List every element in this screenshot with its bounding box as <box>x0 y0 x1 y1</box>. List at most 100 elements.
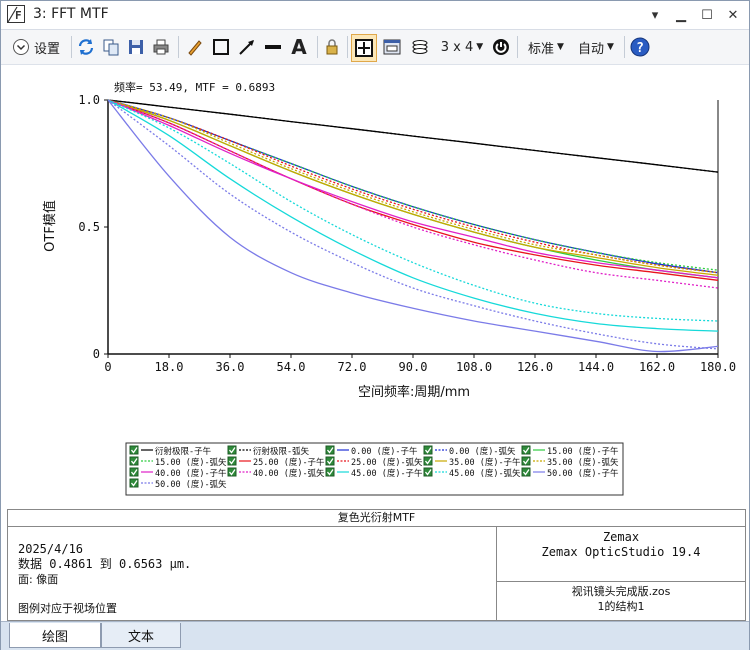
layout-dropdown[interactable]: 3 x 4 ▼ <box>437 34 487 60</box>
check-icon <box>130 480 138 487</box>
auto-label: 自动 <box>578 41 605 57</box>
legend-label: 25.00 (度)-子午 <box>253 457 325 468</box>
check-icon <box>228 469 236 476</box>
minimize-button[interactable]: ▁ <box>676 7 686 23</box>
info-date: 2025/4/16 <box>18 542 84 556</box>
info-product: Zemax OpticStudio 19.4 <box>541 545 701 559</box>
legend-checkbox-icon <box>423 467 433 477</box>
text-icon[interactable]: A <box>291 35 307 59</box>
legend-checkbox-icon <box>129 445 139 455</box>
cursor-readout: 频率= 53.49, MTF = 0.6893 <box>114 80 275 94</box>
maximize-button[interactable]: ☐ <box>701 7 713 23</box>
window-title: 3: FFT MTF <box>33 6 109 22</box>
legend-checkbox-icon <box>423 445 433 455</box>
power-icon[interactable] <box>490 34 512 60</box>
copy-icon[interactable] <box>100 34 122 60</box>
info-box: 复色光衍射MTF 2025/4/16 数据 0.4861 到 0.6563 μm… <box>7 509 746 621</box>
series-line-3 <box>107 99 719 274</box>
print-icon[interactable] <box>150 34 172 60</box>
legend-label: 衍射极限-弧矢 <box>253 446 310 457</box>
grid-toggle-icon[interactable] <box>351 34 377 62</box>
plot-area[interactable]: 频率= 53.49, MTF = 0.6893 0 18.0 36.0 54.0 72.… <box>2 65 748 509</box>
info-data-range: 数据 0.4861 到 0.6563 μm. <box>18 557 192 571</box>
info-legend-note: 图例对应于视场位置 <box>18 602 117 615</box>
auto-dropdown[interactable]: 自动 ▼ <box>573 34 619 60</box>
settings-button[interactable]: 设置 <box>7 34 65 60</box>
x-tick-label: 36.0 <box>216 360 245 374</box>
check-icon <box>424 447 432 454</box>
line-icon[interactable] <box>262 34 284 60</box>
check-icon <box>326 469 334 476</box>
refresh-icon[interactable] <box>75 34 97 60</box>
check-icon <box>424 469 432 476</box>
arrow-icon[interactable] <box>236 34 258 60</box>
x-tick-label: 162.0 <box>639 360 675 374</box>
check-icon <box>130 458 138 465</box>
legend-checkbox-icon <box>129 456 139 466</box>
help-icon[interactable]: ? <box>629 34 651 60</box>
dropdown-arrow-icon: ▼ <box>476 42 484 52</box>
info-surface: 面: 像面 <box>18 573 59 586</box>
app-logo-icon: F <box>7 5 25 23</box>
legend-label: 35.00 (度)-弧矢 <box>547 457 619 468</box>
legend: 衍射极限-子午 衍射极限-弧矢 0.00 (度)-子午 0.00 (度)-弧矢 15.0… <box>125 442 624 496</box>
series-line-6 <box>107 99 719 281</box>
legend-label: 50.00 (度)-弧矢 <box>155 479 227 490</box>
save-icon[interactable] <box>125 34 147 60</box>
window-layout-icon[interactable] <box>381 34 403 60</box>
pencil-icon[interactable] <box>184 34 206 60</box>
series-line-7 <box>107 99 719 274</box>
rectangle-icon[interactable] <box>210 34 232 60</box>
legend-box <box>125 442 624 496</box>
series-line-5 <box>107 99 719 271</box>
legend-checkbox-icon <box>423 456 433 466</box>
dropdown-arrow-icon: ▼ <box>607 42 614 52</box>
x-tick-label: 18.0 <box>155 360 184 374</box>
info-config: 1的结构1 <box>597 600 645 613</box>
legend-label: 0.00 (度)-子午 <box>351 446 418 457</box>
pin-icon[interactable]: ▾ <box>651 7 659 23</box>
tab-bar: 绘图 文本 <box>1 621 749 650</box>
stack-icon[interactable] <box>409 34 431 60</box>
legend-label: 45.00 (度)-弧矢 <box>449 468 521 479</box>
legend-label: 35.00 (度)-子午 <box>449 457 521 468</box>
legend-label: 衍射极限-子午 <box>155 446 212 457</box>
check-icon <box>522 458 530 465</box>
legend-label: 40.00 (度)-弧矢 <box>253 468 325 479</box>
check-icon <box>130 447 138 454</box>
legend-label: 40.00 (度)-子午 <box>155 468 227 479</box>
tab-text[interactable]: 文本 <box>101 623 181 648</box>
check-icon <box>424 458 432 465</box>
settings-label: 设置 <box>33 41 60 57</box>
check-icon <box>130 469 138 476</box>
check-icon <box>326 447 334 454</box>
title-bar: F 3: FFT MTF ▾ ▁ ☐ ✕ <box>1 1 749 30</box>
legend-checkbox-icon <box>325 445 335 455</box>
standard-label: 标准 <box>528 41 555 57</box>
series-line-14 <box>107 99 719 353</box>
series-line-2 <box>107 99 719 274</box>
x-axis-label: 空间频率:周期/mm <box>358 384 470 400</box>
svg-text:F: F <box>15 9 22 22</box>
tab-plot[interactable]: 绘图 <box>9 623 101 648</box>
legend-checkbox-icon <box>521 456 531 466</box>
lock-icon[interactable] <box>321 34 343 60</box>
series-line-4 <box>107 99 719 279</box>
series-line-8 <box>107 99 719 276</box>
standard-dropdown[interactable]: 标准 ▼ <box>523 34 569 60</box>
svg-text:?: ? <box>636 41 644 56</box>
legend-checkbox-icon <box>325 467 335 477</box>
x-tick-label: 72.0 <box>338 360 367 374</box>
check-icon <box>228 447 236 454</box>
chevron-circle-icon <box>12 39 29 55</box>
y-tick-label: 1.0 <box>78 93 100 107</box>
x-tick-label: 144.0 <box>578 360 614 374</box>
legend-checkbox-icon <box>325 456 335 466</box>
close-button[interactable]: ✕ <box>727 7 739 23</box>
y-tick-label: 0 <box>93 347 100 361</box>
legend-checkbox-icon <box>227 467 237 477</box>
x-tick-label: 108.0 <box>456 360 492 374</box>
x-tick-label: 90.0 <box>399 360 428 374</box>
y-tick-label: 0.5 <box>78 220 100 234</box>
legend-label: 50.00 (度)-子午 <box>547 468 619 479</box>
